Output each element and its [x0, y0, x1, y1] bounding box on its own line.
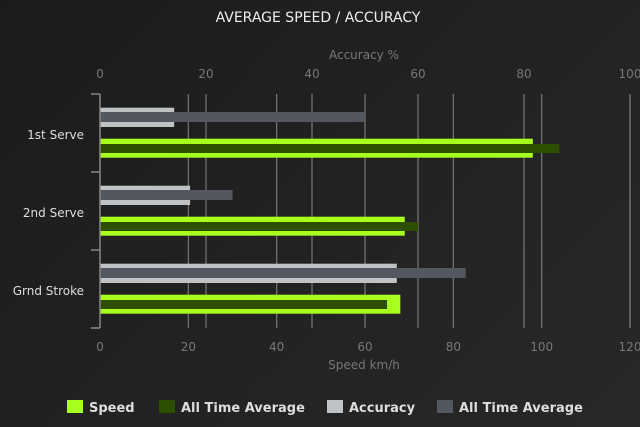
bottom-tick-label: 0: [96, 340, 104, 354]
legend-label[interactable]: Accuracy: [349, 401, 416, 416]
bottom-tick-label: 120: [619, 340, 640, 354]
top-tick-label: 80: [516, 67, 531, 81]
legend-swatch: [159, 400, 175, 413]
legend-swatch: [67, 400, 83, 413]
bottom-tick-label: 60: [357, 340, 372, 354]
category-label: 2nd Serve: [23, 206, 84, 220]
legend-swatch: [327, 400, 343, 413]
top-tick-label: 20: [198, 67, 213, 81]
bar-all-time-average-top: [100, 190, 233, 200]
chart-title: AVERAGE SPEED / ACCURACY: [216, 10, 421, 26]
top-tick-label: 40: [304, 67, 319, 81]
legend-swatch: [437, 400, 453, 413]
bottom-tick-label: 80: [446, 340, 461, 354]
bottom-tick-label: 20: [181, 340, 196, 354]
top-tick-label: 100: [619, 67, 640, 81]
bar-all-time-average-bottom: [100, 222, 418, 231]
bottom-axis-label: Speed km/h: [328, 358, 400, 372]
bar-all-time-average-bottom: [100, 300, 388, 309]
top-axis-label: Accuracy %: [329, 48, 399, 62]
bottom-tick-label: 40: [269, 340, 284, 354]
category-label: Grnd Stroke: [13, 284, 84, 298]
bottom-tick-label: 100: [530, 340, 553, 354]
legend-label[interactable]: All Time Average: [181, 401, 305, 416]
legend-label[interactable]: Speed: [89, 401, 135, 416]
top-tick-label: 60: [410, 67, 425, 81]
legend-label[interactable]: All Time Average: [459, 401, 583, 416]
bar-all-time-average-bottom: [100, 144, 560, 153]
bar-all-time-average-top: [100, 268, 466, 278]
category-label: 1st Serve: [27, 128, 84, 142]
top-tick-label: 0: [96, 67, 104, 81]
bar-all-time-average-top: [100, 112, 365, 122]
